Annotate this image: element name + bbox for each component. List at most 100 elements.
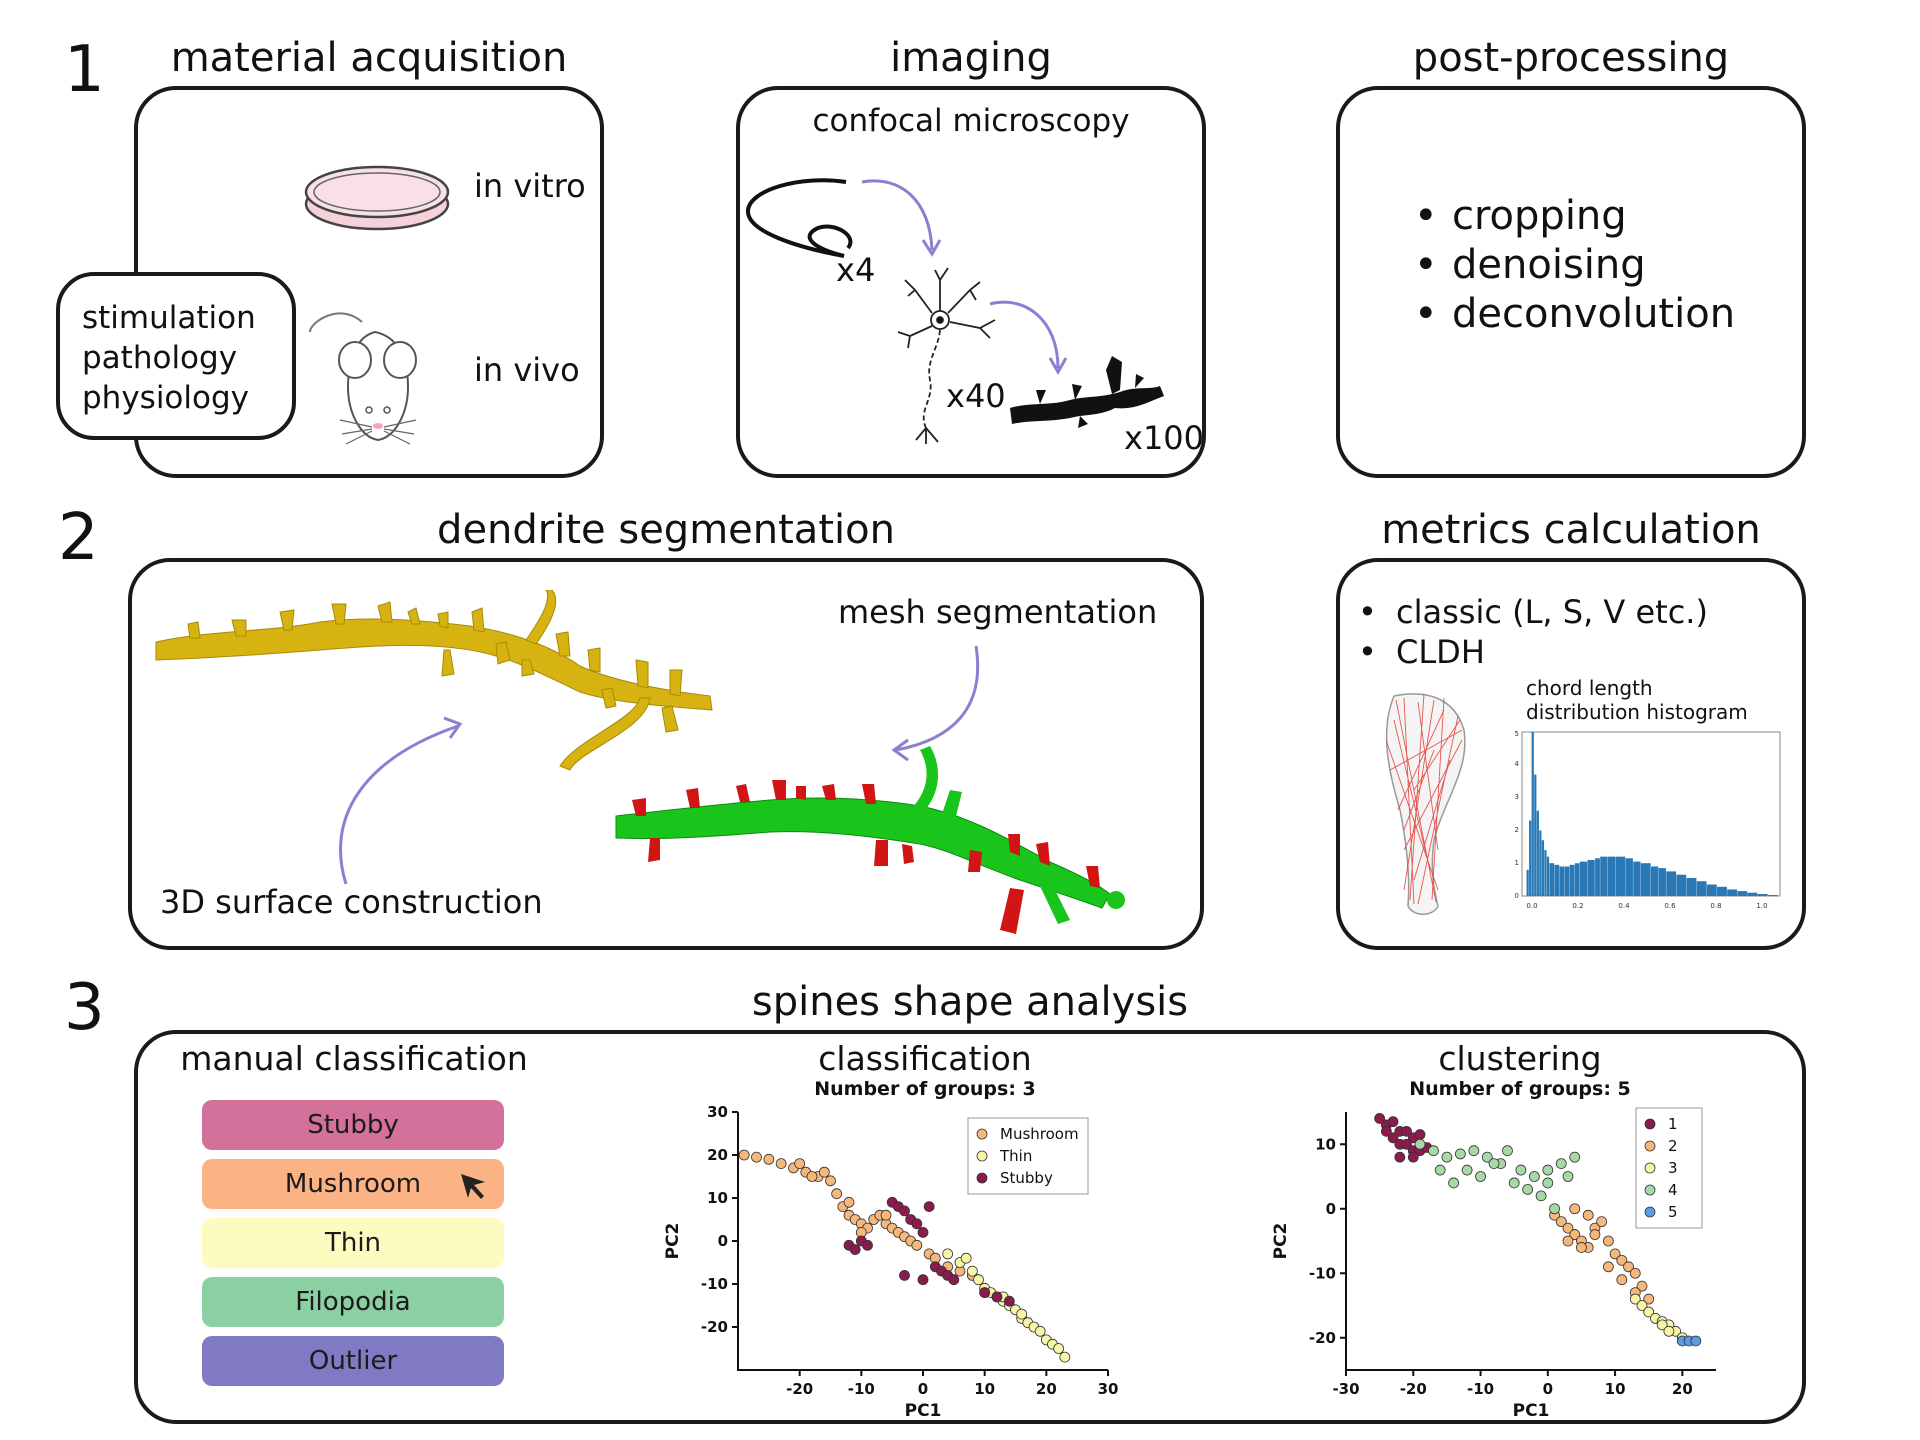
y-tick-label: -10 — [1309, 1264, 1336, 1282]
x-tick-label: 20 — [1036, 1380, 1057, 1398]
data-point — [751, 1151, 762, 1163]
x-tick-label: 0.2 — [1572, 902, 1583, 910]
x-tick-label: 0.4 — [1618, 902, 1630, 910]
dendrite-segmentation-panel — [128, 558, 1204, 950]
data-point — [1555, 1216, 1567, 1228]
post-processing-list: cropping denoising deconvolution — [1414, 192, 1735, 339]
data-point — [825, 1175, 836, 1187]
metrics-list: classic (L, S, V etc.) CLDH — [1358, 592, 1708, 672]
metrics-calculation-title: metrics calculation — [1381, 507, 1761, 553]
legend-label: Thin — [999, 1147, 1032, 1165]
data-point — [1434, 1164, 1446, 1176]
data-point — [1401, 1125, 1412, 1137]
data-point — [960, 1252, 972, 1264]
legend-label: 1 — [1668, 1115, 1678, 1133]
y-tick-label: 10 — [1315, 1135, 1336, 1153]
y-tick-label: 2 — [1515, 826, 1519, 834]
histogram-bar — [1676, 874, 1687, 896]
clustering-subtitle: Number of groups: 5 — [1409, 1078, 1631, 1100]
data-point — [1562, 1235, 1574, 1247]
conditions-box: stimulation pathology physiology — [56, 272, 296, 440]
category-button-outlier[interactable]: Outlier — [202, 1336, 504, 1386]
in-vivo-label: in vivo — [474, 351, 580, 389]
histogram-bar — [1696, 881, 1707, 896]
chart-legend: 1 2 3 4 5 — [1635, 1107, 1703, 1229]
x-tick-label: 0.0 — [1526, 902, 1537, 910]
histogram-bar — [1531, 732, 1534, 896]
x-tick-label: -20 — [786, 1380, 813, 1398]
legend-marker — [1644, 1162, 1656, 1174]
data-point — [806, 1171, 818, 1182]
histogram-bar — [1587, 859, 1595, 896]
category-label: Outlier — [308, 1346, 398, 1376]
histogram-bar — [1574, 863, 1580, 896]
data-point — [1629, 1267, 1641, 1279]
data-point — [738, 1149, 750, 1161]
legend-marker — [976, 1172, 988, 1184]
clustering-title: clustering — [1438, 1039, 1602, 1078]
chart-legend: Mushroom Thin Stubby — [967, 1117, 1089, 1195]
x-tick-label: 30 — [1098, 1380, 1119, 1398]
data-point — [1522, 1184, 1534, 1195]
data-point — [1542, 1177, 1554, 1189]
step-1-number: 1 — [64, 33, 105, 107]
histogram-bar — [1554, 864, 1560, 896]
category-button-mushroom[interactable]: Mushroom — [202, 1159, 504, 1209]
histogram-label-line1: chord length — [1526, 676, 1653, 700]
x-tick-label: 1.0 — [1756, 902, 1767, 910]
histogram-bar — [1559, 866, 1565, 896]
data-point — [1428, 1145, 1439, 1157]
x-axis-label: PC1 — [905, 1401, 942, 1418]
step-3-number: 3 — [64, 971, 105, 1045]
condition-pathology: pathology — [82, 340, 238, 376]
histogram-label: chord length distribution histogram — [1526, 676, 1748, 724]
legend-frame — [967, 1117, 1089, 1195]
arrow-1 — [861, 179, 934, 251]
data-point — [1656, 1319, 1668, 1331]
y-tick-label: -20 — [701, 1318, 728, 1336]
data-point — [948, 1274, 960, 1286]
category-button-stubby[interactable]: Stubby — [202, 1100, 504, 1150]
data-point — [973, 1274, 984, 1286]
histogram-bar — [1757, 894, 1768, 896]
mag-x40-label: x40 — [946, 377, 1006, 415]
data-point — [1387, 1116, 1399, 1128]
histogram-label-line2: distribution histogram — [1526, 700, 1748, 724]
category-button-filopodia[interactable]: Filopodia — [202, 1277, 504, 1327]
legend-label: Mushroom — [1000, 1125, 1079, 1143]
histogram-bar — [1633, 861, 1641, 896]
histogram-bar — [1600, 856, 1608, 896]
data-point — [1401, 1138, 1412, 1150]
y-tick-label: 3 — [1515, 793, 1519, 801]
data-point — [1549, 1203, 1560, 1215]
x-tick-label: 0.8 — [1710, 902, 1721, 910]
data-point — [1380, 1125, 1392, 1137]
data-point — [1616, 1254, 1628, 1266]
histogram-y-ticks: 0 1 2 3 4 5 — [1515, 730, 1520, 900]
legend-label: 4 — [1668, 1181, 1678, 1199]
category-label: Thin — [324, 1228, 382, 1258]
histogram-bar — [1666, 871, 1677, 896]
data-point — [1535, 1190, 1547, 1202]
histogram-bar — [1658, 868, 1666, 896]
category-button-thin[interactable]: Thin — [202, 1218, 504, 1268]
legend-label: 2 — [1668, 1137, 1678, 1155]
data-point — [1562, 1222, 1574, 1234]
data-point — [1003, 1295, 1015, 1307]
mag-x100-label: x100 — [1124, 419, 1205, 457]
histogram-bar — [1569, 864, 1575, 896]
legend-marker — [1644, 1184, 1656, 1196]
spine-chord-mesh — [1385, 693, 1466, 915]
data-point — [1602, 1235, 1614, 1247]
histogram-bar — [1529, 820, 1532, 896]
classification-subtitle: Number of groups: 3 — [814, 1078, 1036, 1100]
data-point — [1454, 1148, 1466, 1160]
data-point — [1461, 1164, 1473, 1176]
red-spine-segments — [632, 780, 1100, 934]
data-point — [966, 1265, 978, 1277]
data-point — [1690, 1335, 1702, 1347]
metrics-item: CLDH — [1358, 632, 1708, 672]
mouse-icon — [309, 312, 417, 445]
histogram-bar — [1541, 840, 1545, 896]
x-tick-label: -30 — [1332, 1380, 1359, 1398]
